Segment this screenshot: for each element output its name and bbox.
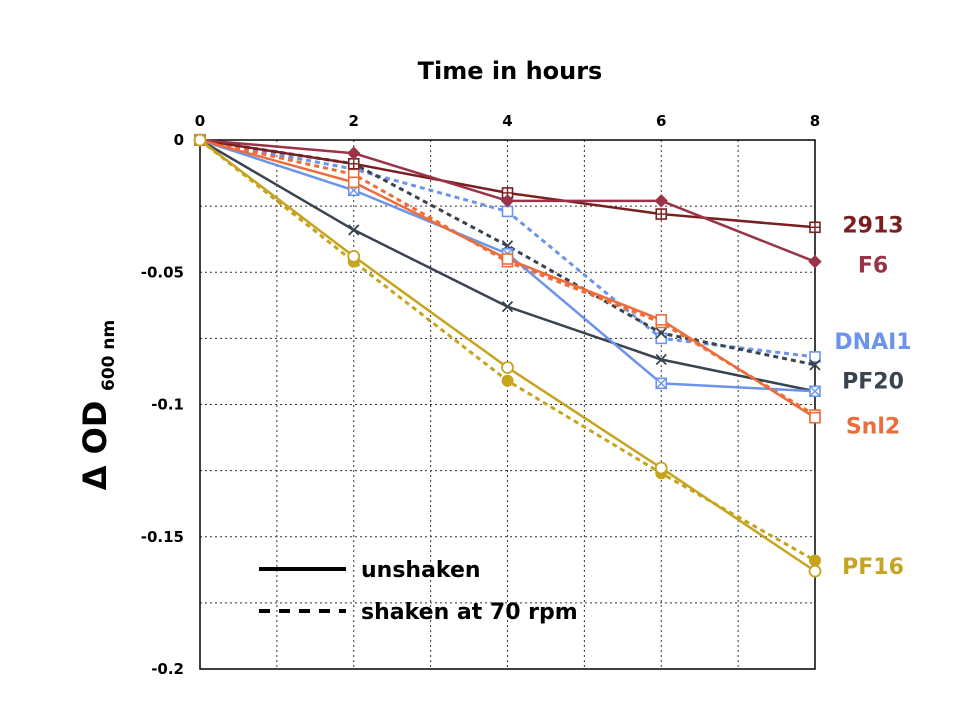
y-tick-label: -0.05 bbox=[141, 263, 184, 281]
legend-label: unshaken bbox=[361, 558, 481, 583]
legend: unshaken shaken at 70 rpm bbox=[259, 558, 578, 625]
series-end-label: Snl2 bbox=[846, 415, 900, 440]
data-point bbox=[193, 133, 207, 147]
data-point-mark bbox=[809, 359, 821, 371]
svg-text:Δ OD 600 nm: Δ OD 600 nm bbox=[76, 320, 119, 490]
series bbox=[194, 134, 821, 234]
data-point bbox=[500, 194, 515, 208]
y-tick-label: -0.15 bbox=[141, 528, 184, 546]
y-tick-label: 0 bbox=[174, 131, 184, 149]
data-point bbox=[347, 146, 361, 160]
y-axis-title-main: Δ OD bbox=[76, 401, 114, 491]
x-axis-title: Time in hours bbox=[418, 57, 603, 85]
data-point bbox=[655, 314, 668, 326]
data-point bbox=[809, 351, 821, 363]
data-point bbox=[501, 374, 514, 387]
series-end-label: PF20 bbox=[842, 370, 904, 395]
data-point bbox=[654, 194, 668, 208]
legend-label: shaken at 70 rpm bbox=[361, 600, 578, 625]
x-tick-label: 0 bbox=[195, 112, 205, 130]
data-point-mark bbox=[655, 353, 667, 366]
data-point bbox=[809, 554, 821, 567]
data-point-mark bbox=[501, 300, 514, 313]
series-end-label: F6 bbox=[858, 253, 888, 278]
series-layer bbox=[193, 133, 822, 578]
series-end-label: DNAI1 bbox=[834, 330, 911, 355]
series bbox=[193, 133, 822, 578]
x-tick-label: 2 bbox=[349, 112, 359, 130]
grid bbox=[200, 140, 815, 669]
data-point bbox=[808, 254, 822, 269]
y-axis-title: Δ OD 600 nm bbox=[76, 320, 119, 490]
data-point bbox=[501, 361, 514, 374]
data-point bbox=[501, 253, 514, 265]
data-point bbox=[655, 332, 668, 345]
x-tick-label: 4 bbox=[502, 112, 512, 130]
x-tick-label: 6 bbox=[656, 112, 666, 130]
data-point bbox=[809, 411, 821, 424]
y-tick-label: -0.2 bbox=[151, 660, 184, 678]
y-tick-label: -0.1 bbox=[151, 396, 184, 414]
data-point bbox=[654, 461, 668, 475]
x-axis-ticks: 0 2 4 6 8 bbox=[195, 112, 820, 130]
y-axis-title-sub: 600 nm bbox=[99, 320, 119, 391]
series-end-label: 2913 bbox=[842, 214, 903, 239]
data-point bbox=[808, 564, 822, 578]
data-point bbox=[347, 176, 360, 189]
series-end-label: PF16 bbox=[842, 555, 904, 580]
plot-frame bbox=[199, 139, 816, 670]
data-point-mark bbox=[655, 327, 667, 339]
x-tick-label: 8 bbox=[810, 112, 820, 130]
data-point-mark bbox=[809, 385, 821, 397]
series-end-labels: 2913 F6 DNAI1 PF20 Snl2 PF16 bbox=[834, 214, 911, 580]
data-point-mark bbox=[655, 377, 667, 389]
y-axis-ticks: 0 -0.05 -0.1 -0.15 -0.2 bbox=[141, 131, 184, 678]
data-point bbox=[501, 205, 514, 218]
data-point-mark bbox=[348, 224, 360, 236]
data-point bbox=[347, 249, 361, 263]
